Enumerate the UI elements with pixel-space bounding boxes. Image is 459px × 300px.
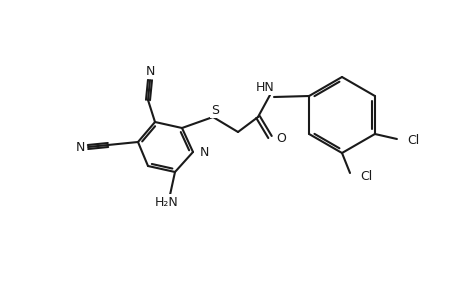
Text: N: N xyxy=(75,140,84,154)
Text: S: S xyxy=(211,103,218,116)
Text: H₂N: H₂N xyxy=(155,196,179,208)
Text: Cl: Cl xyxy=(359,169,371,182)
Text: N: N xyxy=(200,146,209,158)
Text: HN: HN xyxy=(255,80,274,94)
Text: O: O xyxy=(275,131,285,145)
Text: Cl: Cl xyxy=(406,134,418,146)
Text: N: N xyxy=(145,64,154,77)
